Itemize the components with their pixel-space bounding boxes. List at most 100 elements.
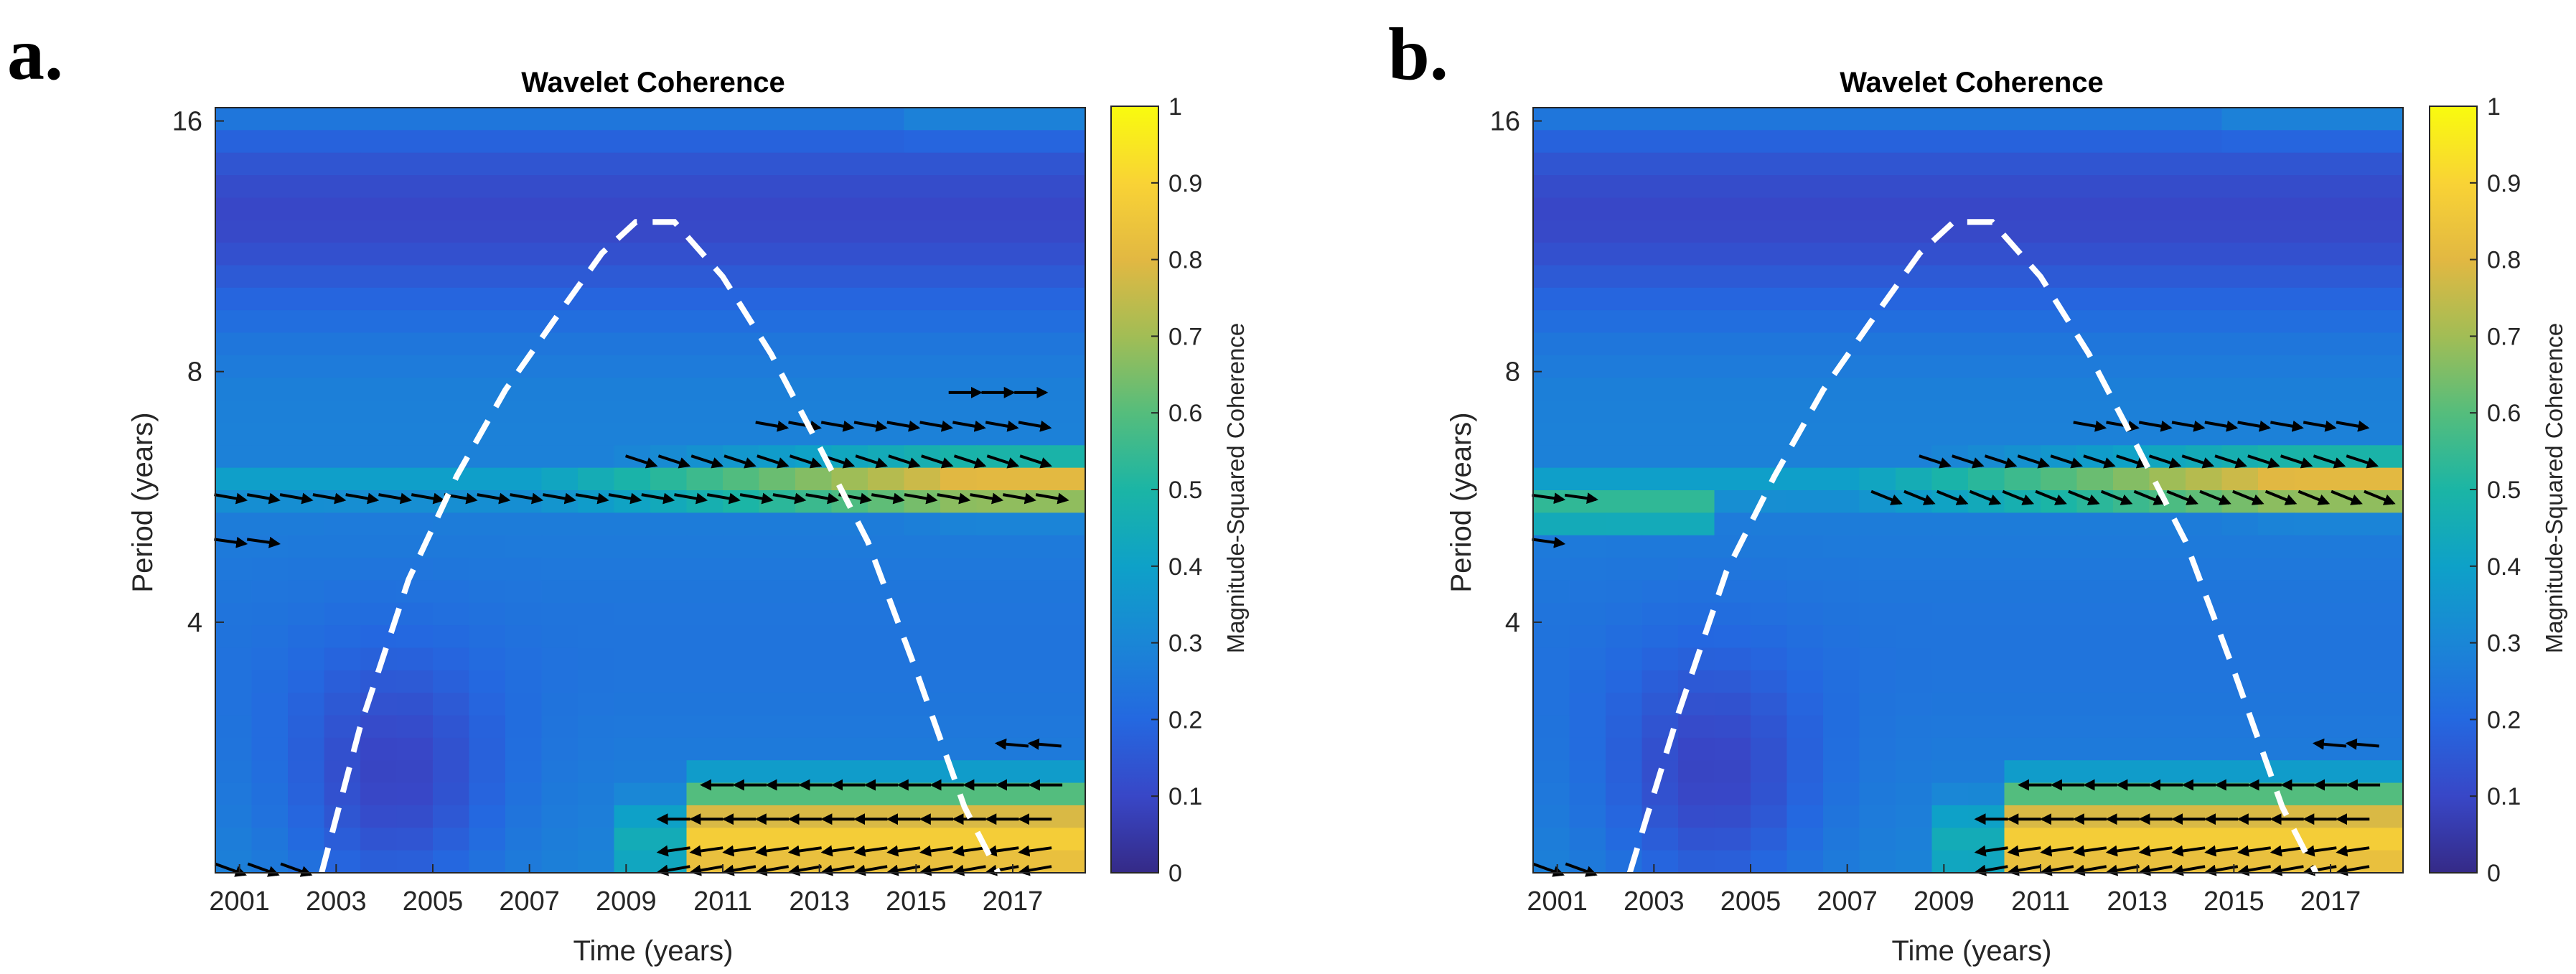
heatmap-cell [1786, 850, 1824, 874]
heatmap-cell [1714, 490, 1751, 514]
heatmap-cell [469, 602, 506, 626]
heatmap-cell [1968, 625, 2005, 649]
heatmap-cell [578, 152, 615, 176]
heatmap-cell [650, 108, 688, 131]
phase-arrow [2040, 864, 2074, 876]
heatmap-cell [324, 378, 361, 401]
heatmap-cell [1533, 715, 1570, 739]
heatmap-cell [1968, 670, 2005, 693]
heatmap-cell [578, 332, 615, 356]
heatmap-cell [360, 490, 398, 514]
heatmap-cell [578, 265, 615, 289]
heatmap-cell [2004, 400, 2041, 423]
heatmap-cell [759, 670, 796, 693]
heatmap-cell [1569, 130, 1606, 154]
heatmap-cell [251, 355, 289, 379]
phase-arrow [411, 492, 445, 505]
heatmap-cell [1823, 647, 1860, 671]
heatmap-cell [795, 378, 833, 401]
heatmap-cell [759, 647, 796, 671]
heatmap-cell [2041, 760, 2078, 784]
heatmap-cell [541, 243, 579, 266]
colorbar-tick-label: 0.3 [1168, 630, 1202, 657]
heatmap-cell [2366, 332, 2404, 356]
heatmap-cell [1968, 152, 2005, 176]
heatmap-cell [2331, 535, 2368, 558]
heatmap-cell [288, 670, 325, 693]
heatmap-cell [1931, 265, 1969, 289]
heatmap-cell [1049, 625, 1086, 649]
heatmap-cell [1786, 782, 1824, 806]
heatmap-cell [650, 243, 688, 266]
heatmap-cell [396, 265, 434, 289]
heatmap-cell [1931, 310, 1969, 334]
heatmap-cell [324, 558, 361, 581]
heatmap-cell [1751, 760, 1788, 784]
heatmap-cell [1896, 400, 1933, 423]
heatmap-cell [541, 197, 579, 221]
heatmap-cell [2186, 130, 2223, 154]
heatmap-cell [831, 580, 868, 604]
heatmap-cell [2294, 647, 2331, 671]
heatmap-cell [2004, 175, 2041, 199]
heatmap-cell [795, 490, 833, 514]
heatmap-cell [1533, 782, 1570, 806]
heatmap-cell [2041, 670, 2078, 693]
heatmap-cell [2366, 602, 2404, 626]
heatmap-cell [2149, 760, 2186, 784]
heatmap-cell [2366, 693, 2404, 716]
heatmap-cell [288, 737, 325, 762]
heatmap-cell [2113, 602, 2150, 626]
heatmap-cell [1751, 625, 1788, 649]
heatmap-cell [904, 152, 941, 176]
heatmap-cell [2366, 512, 2404, 536]
heatmap-cell [251, 243, 289, 266]
heatmap-cell [976, 243, 1013, 266]
heatmap-cell [1896, 422, 1933, 446]
heatmap-cell [1751, 130, 1788, 154]
heatmap-cell [2294, 220, 2331, 243]
heatmap-cell [868, 760, 905, 784]
heatmap-cell [1823, 512, 1860, 536]
panel-a-title: Wavelet Coherence [521, 67, 785, 98]
phase-arrow [937, 492, 971, 505]
panel-b-plot [1532, 107, 2404, 877]
heatmap-cell [396, 715, 434, 739]
heatmap-cell [469, 647, 506, 671]
heatmap-cell [795, 693, 833, 716]
heatmap-cell [251, 760, 289, 784]
heatmap-cell [759, 175, 796, 199]
heatmap-cell [2258, 378, 2295, 401]
phase-arrow [953, 454, 987, 469]
phase-arrow [2171, 420, 2206, 432]
heatmap-cell [505, 467, 543, 491]
heatmap-cell [2113, 512, 2150, 536]
heatmap-cell [469, 850, 506, 874]
heatmap-cell [396, 108, 434, 131]
heatmap-cell [2294, 535, 2331, 558]
colorbar-tick-label: 0.4 [1168, 553, 1202, 581]
heatmap-cell [2366, 670, 2404, 693]
heatmap-cell [650, 175, 688, 199]
phase-arrow [624, 454, 658, 469]
phase-arrow [2007, 864, 2041, 876]
heatmap-cell [578, 175, 615, 199]
heatmap-cell [831, 647, 868, 671]
heatmap-cell [2258, 715, 2295, 739]
heatmap-cell [1606, 715, 1643, 739]
heatmap-cell [2004, 670, 2041, 693]
colorbar-tick-label: 0.1 [1168, 783, 1202, 810]
heatmap-cell [215, 760, 253, 784]
heatmap-cell [2366, 175, 2404, 199]
panel-a: a. Wavelet Coherence 2001 2003 2005 2007 200… [7, 13, 1249, 967]
heatmap-cell [759, 535, 796, 558]
heatmap-cell [650, 535, 688, 558]
heatmap-cell [650, 265, 688, 289]
heatmap-cell [2113, 220, 2150, 243]
heatmap-cell [2258, 152, 2295, 176]
heatmap-cell [1678, 445, 1715, 469]
heatmap-cell [759, 760, 796, 784]
heatmap-cell [1714, 805, 1751, 829]
heatmap-cell [2004, 760, 2041, 784]
heatmap-cell [614, 580, 651, 604]
